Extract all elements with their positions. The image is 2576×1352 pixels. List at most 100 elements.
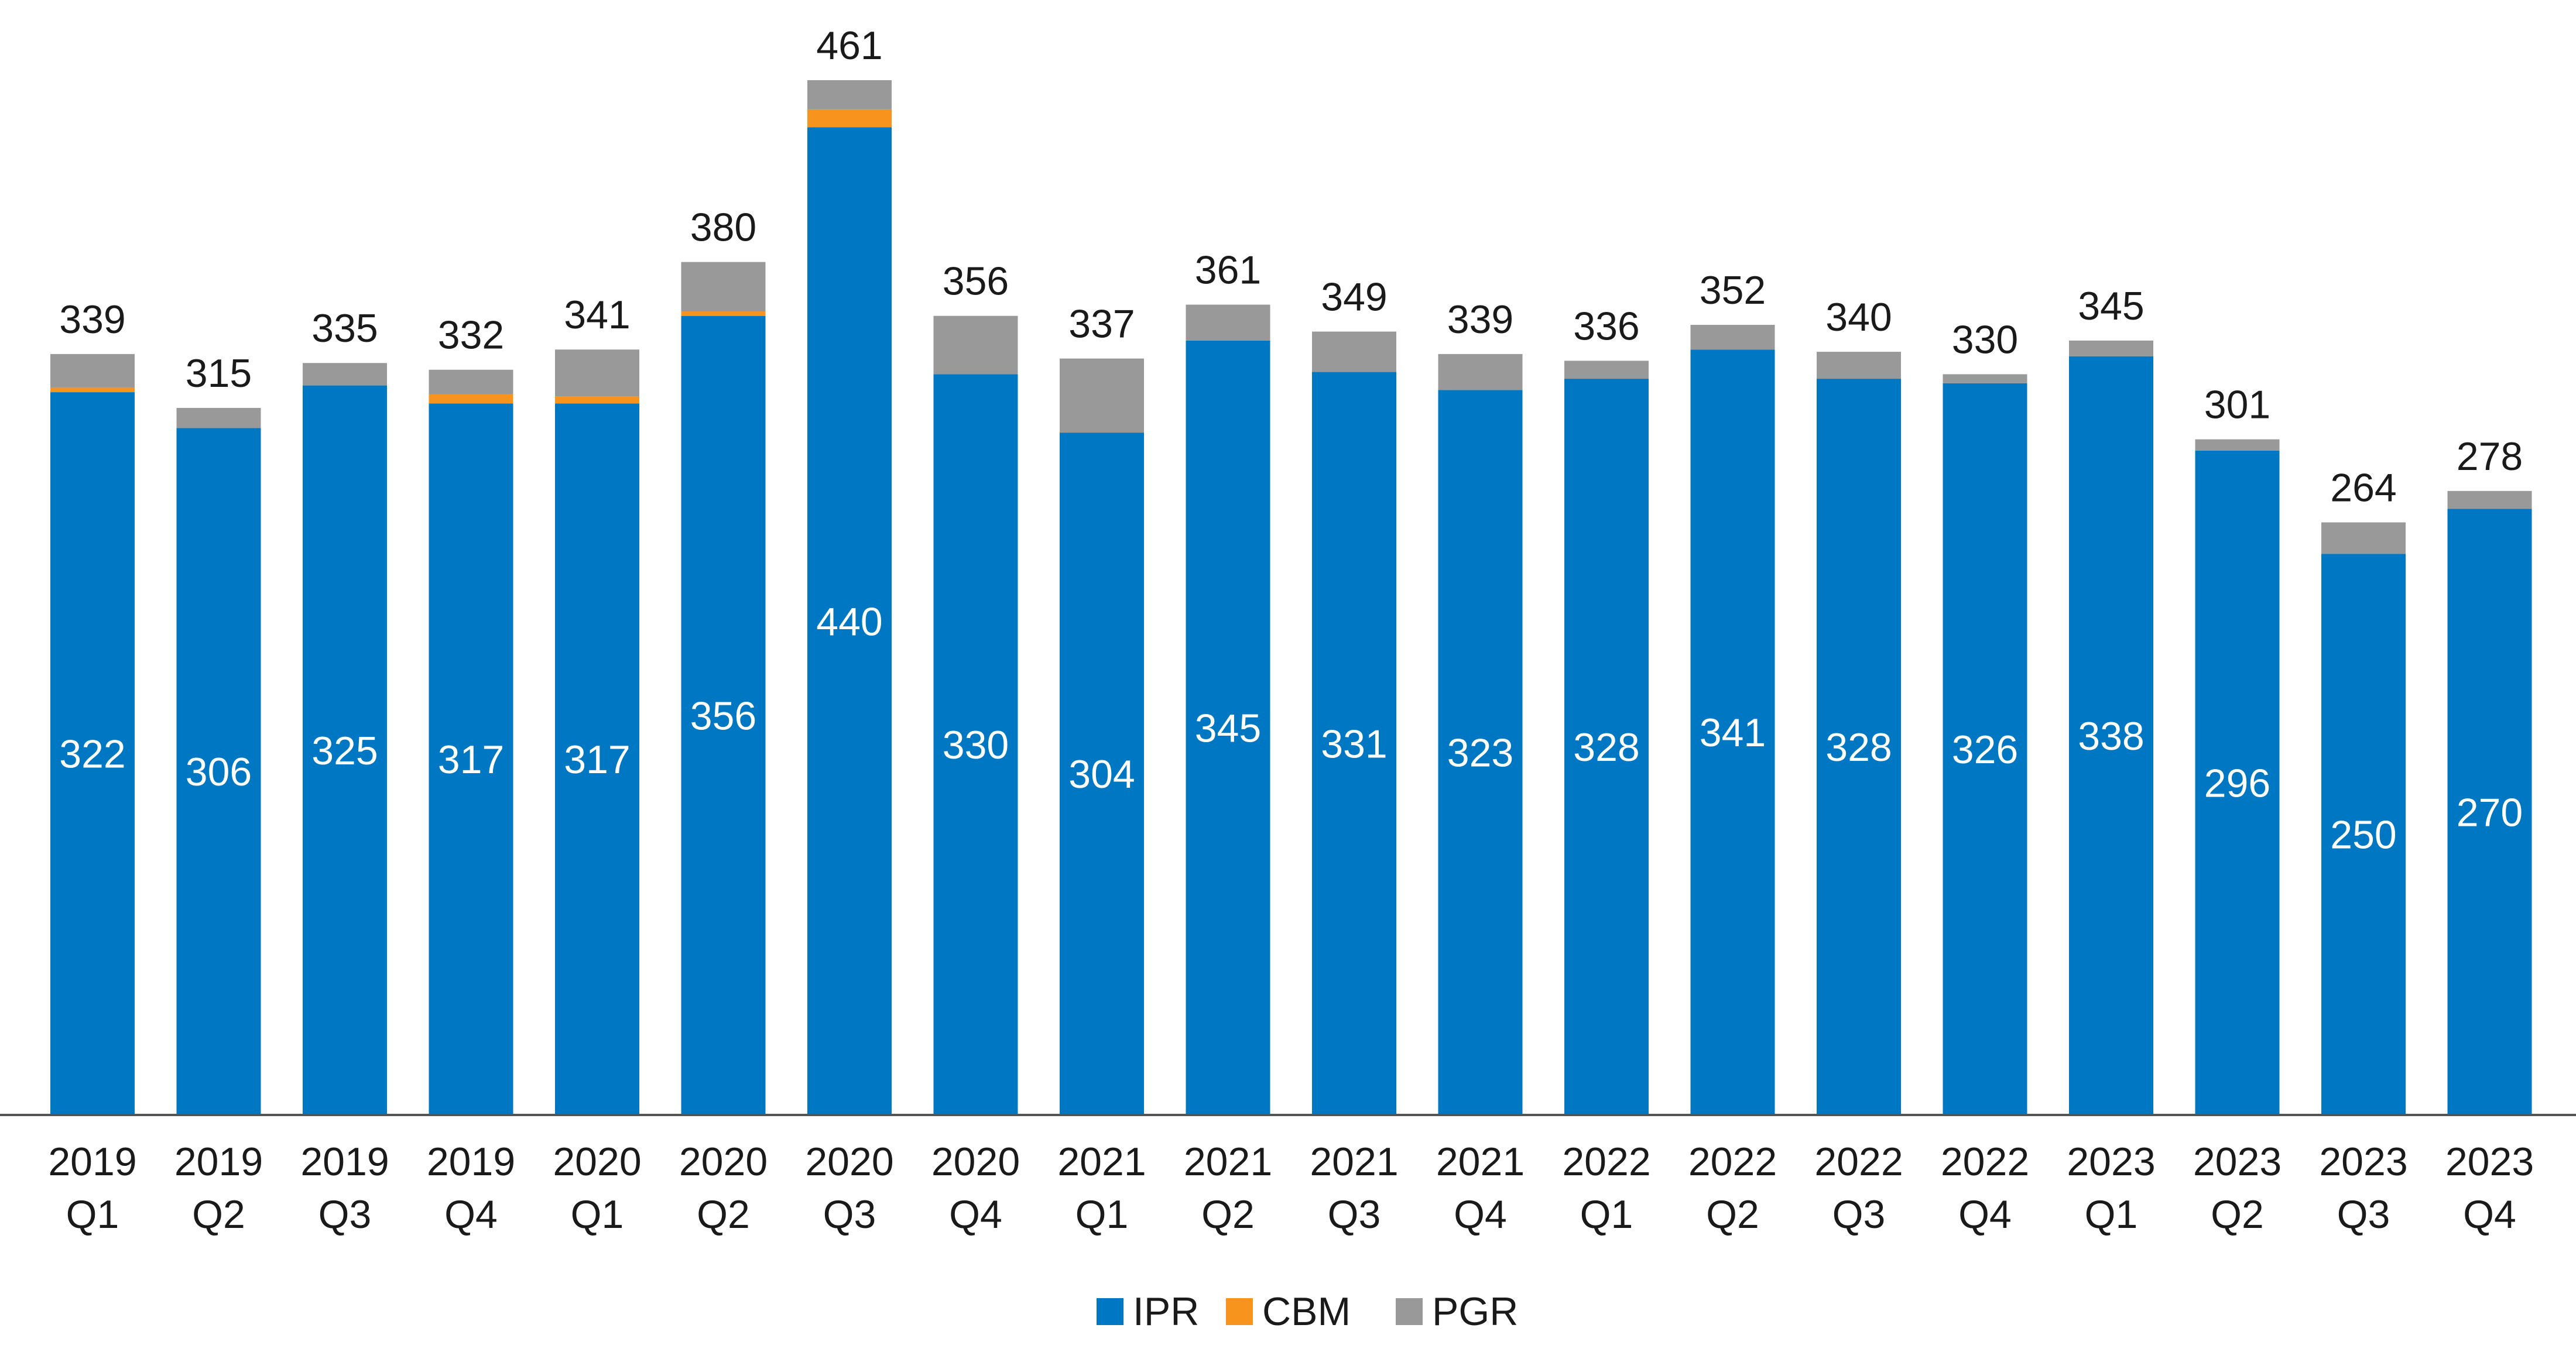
x-tick-label: 2022 Q1 xyxy=(1562,1140,1650,1237)
x-tick-year: 2020 xyxy=(805,1140,893,1184)
x-tick-quarter: Q2 xyxy=(1706,1192,1759,1237)
x-tick-year: 2023 xyxy=(2445,1140,2534,1184)
ipr-value-label: 326 xyxy=(1952,728,2018,772)
ipr-value-label: 323 xyxy=(1447,731,1513,775)
ipr-value-label: 331 xyxy=(1321,722,1387,766)
bar-pgr-18 xyxy=(2195,440,2280,451)
bar-pgr-6 xyxy=(681,262,766,311)
bar-pgr-12 xyxy=(1438,354,1523,390)
x-tick-quarter: Q1 xyxy=(2085,1192,2138,1237)
legend-swatch xyxy=(1226,1298,1253,1325)
ipr-value-label: 356 xyxy=(690,694,756,738)
x-tick-quarter: Q4 xyxy=(949,1192,1002,1237)
ipr-value-label: 317 xyxy=(564,737,630,782)
x-tick-quarter: Q4 xyxy=(444,1192,498,1237)
total-value-label: 352 xyxy=(1700,268,1766,313)
total-value-label: 340 xyxy=(1825,295,1892,339)
ipr-value-label: 304 xyxy=(1068,752,1135,797)
x-tick-label: 2022Q2 xyxy=(1688,1140,1777,1237)
ipr-value-label: 296 xyxy=(2204,761,2270,805)
bar-pgr-5 xyxy=(555,349,639,397)
x-tick-year: 2019 xyxy=(174,1140,263,1184)
x-tick-quarter: Q2 xyxy=(1201,1192,1255,1237)
x-tick-label: 2022 Q3 xyxy=(1814,1140,1903,1237)
ipr-value-label: 330 xyxy=(943,723,1009,767)
legend-item-pgr: PGR xyxy=(1396,1289,1518,1334)
x-tick-label: 2023 Q4 xyxy=(2445,1140,2534,1237)
x-tick-year: 2021 xyxy=(1057,1140,1146,1184)
bar-pgr-3 xyxy=(303,363,387,385)
x-tick-quarter: Q1 xyxy=(1580,1192,1633,1237)
total-value-label: 336 xyxy=(1573,304,1639,348)
bar-cbm-7 xyxy=(807,109,892,128)
x-tick-label: 2020 Q4 xyxy=(931,1140,1020,1237)
labels-layer: 3223393063153253353173323173413563804404… xyxy=(59,23,2523,857)
x-tick-year: 2019 xyxy=(48,1140,136,1184)
bar-pgr-15 xyxy=(1817,352,1901,379)
bar-pgr-11 xyxy=(1312,332,1396,372)
total-value-label: 461 xyxy=(816,23,882,68)
x-tick-year: 2020 xyxy=(679,1140,768,1184)
bar-cbm-1 xyxy=(50,387,135,392)
ipr-value-label: 306 xyxy=(186,750,252,794)
bar-cbm-4 xyxy=(429,394,513,403)
ipr-value-label: 345 xyxy=(1195,706,1261,750)
bar-cbm-5 xyxy=(555,397,639,404)
x-tick-quarter: Q3 xyxy=(1832,1192,1886,1237)
x-tick-year: 2019 xyxy=(427,1140,515,1184)
x-tick-year: 2021 xyxy=(1436,1140,1525,1184)
legend-item-cbm: CBM xyxy=(1226,1289,1351,1334)
bar-pgr-9 xyxy=(1060,359,1144,433)
bar-pgr-20 xyxy=(2448,491,2532,509)
x-tick-quarter: Q4 xyxy=(1454,1192,1507,1237)
legend-swatch xyxy=(1097,1298,1123,1325)
ipr-value-label: 328 xyxy=(1825,725,1892,770)
legend-label: CBM xyxy=(1262,1289,1351,1334)
total-value-label: 278 xyxy=(2457,434,2523,479)
total-value-label: 380 xyxy=(690,205,756,250)
ipr-value-label: 325 xyxy=(311,729,378,773)
total-value-label: 361 xyxy=(1195,248,1261,293)
total-value-label: 349 xyxy=(1321,275,1387,320)
legend-item-ipr: IPR xyxy=(1097,1289,1199,1334)
bar-pgr-19 xyxy=(2321,523,2406,554)
x-tick-quarter: Q2 xyxy=(2211,1192,2264,1237)
x-tick-label: 2021 Q1 xyxy=(1057,1140,1146,1237)
total-value-label: 264 xyxy=(2330,466,2396,510)
x-tick-year: 2021 xyxy=(1310,1140,1398,1184)
total-value-label: 301 xyxy=(2204,383,2270,427)
x-tick-label: 2022 Q4 xyxy=(1941,1140,2029,1237)
ipr-value-label: 341 xyxy=(1700,711,1766,755)
x-tick-quarter: Q3 xyxy=(823,1192,876,1237)
x-tick-label: 2019Q1 xyxy=(48,1140,136,1237)
x-tick-year: 2022 xyxy=(1814,1140,1903,1184)
ipr-value-label: 338 xyxy=(2078,714,2144,759)
x-tick-year: 2022 xyxy=(1941,1140,2029,1184)
x-tick-quarter: Q2 xyxy=(697,1192,750,1237)
legend: IPR CBM PGR xyxy=(1097,1289,1518,1334)
x-tick-quarter: Q3 xyxy=(2337,1192,2390,1237)
x-tick-quarter: Q4 xyxy=(2463,1192,2516,1237)
x-tick-label: 2023Q2 xyxy=(2193,1140,2282,1237)
x-tick-quarter: Q1 xyxy=(1075,1192,1129,1237)
x-tick-label: 2021Q3 xyxy=(1310,1140,1398,1237)
x-tick-label: 2020 Q3 xyxy=(805,1140,893,1237)
x-tick-label: 2020Q1 xyxy=(553,1140,641,1237)
ipr-value-label: 440 xyxy=(816,599,882,644)
bar-pgr-17 xyxy=(2069,341,2153,356)
x-tick-year: 2020 xyxy=(931,1140,1020,1184)
bar-pgr-4 xyxy=(429,370,513,394)
x-tick-label: 2019Q2 xyxy=(174,1140,263,1237)
x-tick-year: 2022 xyxy=(1562,1140,1650,1184)
x-tick-label: 2021 Q4 xyxy=(1436,1140,1525,1237)
x-tick-quarter: Q4 xyxy=(1958,1192,2012,1237)
total-value-label: 339 xyxy=(59,297,125,342)
total-value-label: 339 xyxy=(1447,297,1513,342)
bar-pgr-14 xyxy=(1691,325,1775,349)
x-tick-label: 2019Q3 xyxy=(300,1140,389,1237)
x-tick-year: 2023 xyxy=(2319,1140,2407,1184)
bar-pgr-13 xyxy=(1564,361,1649,379)
total-value-label: 345 xyxy=(2078,284,2144,328)
x-tick-year: 2021 xyxy=(1184,1140,1272,1184)
